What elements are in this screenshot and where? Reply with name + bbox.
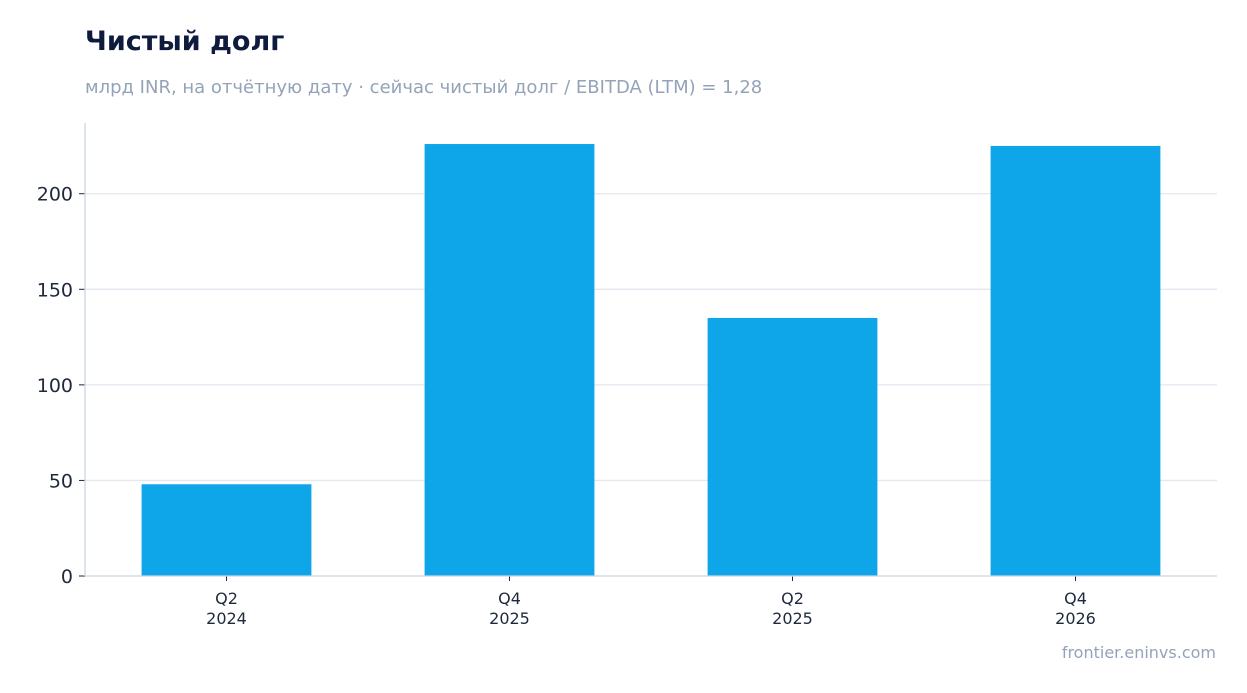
- x-tick-label: Q2: [215, 589, 238, 608]
- y-tick-label: 0: [61, 566, 73, 588]
- chart-title: Чистый долг: [85, 26, 285, 57]
- y-tick-label: 100: [37, 375, 73, 397]
- x-tick-label: Q4: [1064, 589, 1087, 608]
- chart-subtitle: млрд INR, на отчётную дату · сейчас чист…: [85, 77, 763, 98]
- x-tick-label: 2026: [1055, 609, 1096, 628]
- x-tick-label: 2025: [489, 609, 530, 628]
- source-watermark: frontier.eninvs.com: [1061, 643, 1216, 662]
- axes: [79, 123, 1217, 581]
- bar-Q4-2025: [424, 144, 595, 576]
- bars: [141, 144, 1161, 576]
- y-tick-label: 200: [37, 184, 73, 206]
- x-tick-label: 2024: [206, 609, 247, 628]
- x-tick-label: Q4: [498, 589, 521, 608]
- y-tick-label: 50: [49, 470, 73, 492]
- bar-Q2-2024: [141, 484, 312, 576]
- y-tick-label: 150: [37, 279, 73, 301]
- x-tick-label: Q2: [781, 589, 804, 608]
- bar-Q4-2026: [990, 145, 1161, 576]
- x-tick-label: 2025: [772, 609, 813, 628]
- bar-Q2-2025: [707, 317, 878, 576]
